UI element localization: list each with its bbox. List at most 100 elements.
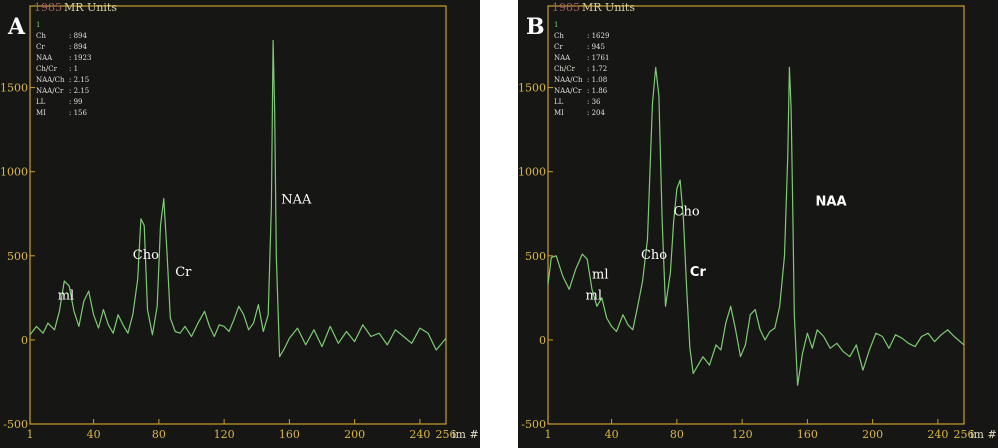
info-key: 1	[36, 21, 41, 29]
x-axis-label: im #	[452, 428, 479, 441]
info-row: Ch : 1629	[554, 31, 609, 42]
info-key: MI	[554, 109, 564, 117]
y-tick-label: 1500	[518, 82, 546, 95]
x-tick-label: 160	[797, 428, 818, 441]
plot-frame	[29, 5, 447, 425]
x-tick-label: 240	[409, 428, 430, 441]
x-tick-label: 40	[87, 428, 101, 441]
info-key: Ch	[554, 32, 564, 40]
info-key: NAA	[36, 54, 53, 62]
info-value: : 1761	[587, 54, 610, 62]
y-tick-label: 1000	[518, 166, 546, 179]
x-tick-label: 240	[927, 428, 948, 441]
info-row: Cr : 894	[36, 42, 91, 53]
info-key: LL	[36, 98, 46, 106]
info-key: NAA	[554, 54, 571, 62]
y-tick-label: 500	[525, 250, 546, 263]
x-tick-label: 80	[152, 428, 166, 441]
x-tick-label: 80	[670, 428, 684, 441]
info-row: Cr : 945	[554, 42, 609, 53]
peak-label: ml	[586, 289, 603, 304]
info-key: Cr	[554, 43, 563, 51]
info-value: : 1.86	[587, 87, 608, 95]
info-value: : 1.08	[587, 76, 608, 84]
y-tick-label: 1000	[0, 166, 28, 179]
peak-label: Cho	[674, 204, 700, 219]
info-value: : 1923	[69, 54, 92, 62]
info-row: NAA : 1761	[554, 53, 609, 64]
y-axis-code: 1985	[552, 1, 580, 14]
peak-label: Cr	[690, 265, 707, 280]
y-axis-title: 1985 MR Units	[34, 1, 117, 14]
y-tick-label: -500	[3, 418, 28, 431]
info-value: : 99	[69, 98, 83, 106]
metabolite-info-box: 1 Ch : 894 Cr : 894 NAA : 1923 Ch/Cr: 1 NAA/Ch : …	[36, 20, 91, 119]
info-key: NAA/Cr	[554, 87, 582, 95]
info-value: : 1.72	[587, 65, 608, 73]
info-key: MI	[36, 109, 46, 117]
peak-label: ml	[58, 289, 75, 304]
info-value: : 156	[69, 109, 87, 117]
info-row: NAA/Cr : 1.86	[554, 86, 609, 97]
info-row: Ch : 894	[36, 31, 91, 42]
y-axis-label: MR Units	[64, 1, 117, 14]
info-value: : 1629	[587, 32, 610, 40]
x-tick-label: 1	[27, 428, 34, 441]
info-row: MI : 204	[554, 108, 609, 119]
spectrum-line	[29, 39, 447, 358]
info-row: MI : 156	[36, 108, 91, 119]
x-tick-label: 120	[732, 428, 753, 441]
info-row: LL: 36	[554, 97, 609, 108]
info-key: NAA/Ch	[36, 76, 65, 84]
y-axis-code: 1985	[34, 1, 62, 14]
peak-label: Cho	[133, 248, 159, 263]
peak-label: Cho	[641, 248, 667, 263]
info-row: 1	[36, 20, 91, 31]
x-tick-label: 160	[279, 428, 300, 441]
panel-letter: A	[8, 14, 26, 40]
info-value: : 2.15	[69, 76, 90, 84]
x-tick-label: 200	[862, 428, 883, 441]
x-tick-label: 256	[436, 428, 457, 441]
info-value: : 1	[69, 65, 79, 73]
peak-label: NAA	[816, 194, 847, 209]
x-tick-label: 200	[344, 428, 365, 441]
info-key: NAA/Ch	[554, 76, 583, 84]
info-value: : 894	[69, 43, 87, 51]
info-key: Cr	[36, 43, 45, 51]
y-tick-label: -500	[521, 418, 546, 431]
panel-letter: B	[526, 14, 545, 40]
y-axis-title: 1985 MR Units	[552, 1, 635, 14]
peak-label: Cr	[175, 265, 192, 280]
spectrum-panel-a: -500 0 500 1000 1500 1 40 80 120 160 200 240 256 im #…	[0, 0, 480, 448]
info-value: : 894	[69, 32, 87, 40]
info-value: : 945	[587, 43, 605, 51]
spectrum-line	[547, 66, 965, 386]
info-row: NAA/Ch : 1.08	[554, 75, 609, 86]
info-key: 1	[554, 21, 559, 29]
info-row: 1	[554, 20, 609, 31]
info-row: Ch/Cr : 1.72	[554, 64, 609, 75]
info-row: Ch/Cr: 1	[36, 64, 91, 75]
y-tick-label: 500	[7, 250, 28, 263]
info-key: NAA/Cr	[36, 87, 64, 95]
x-tick-label: 40	[605, 428, 619, 441]
x-axis-label: im #	[970, 428, 997, 441]
y-tick-label: 1500	[0, 82, 28, 95]
x-tick-label: 256	[954, 428, 975, 441]
info-row: LL : 99	[36, 97, 91, 108]
info-value: : 204	[587, 109, 605, 117]
info-key: Ch/Cr	[554, 65, 575, 73]
peak-label: NAA	[281, 193, 312, 208]
metabolite-info-box: 1 Ch : 1629 Cr : 945 NAA : 1761 Ch/Cr : 1.72 NAA/…	[554, 20, 609, 119]
info-key: Ch	[36, 32, 46, 40]
info-row: NAA/Cr: 2.15	[36, 86, 91, 97]
y-axis-label: MR Units	[582, 1, 635, 14]
x-tick-label: 1	[545, 428, 552, 441]
info-row: NAA/Ch : 2.15	[36, 75, 91, 86]
y-tick-label: 0	[21, 334, 28, 347]
plot-frame	[547, 5, 965, 425]
peak-label: ml	[592, 267, 609, 282]
